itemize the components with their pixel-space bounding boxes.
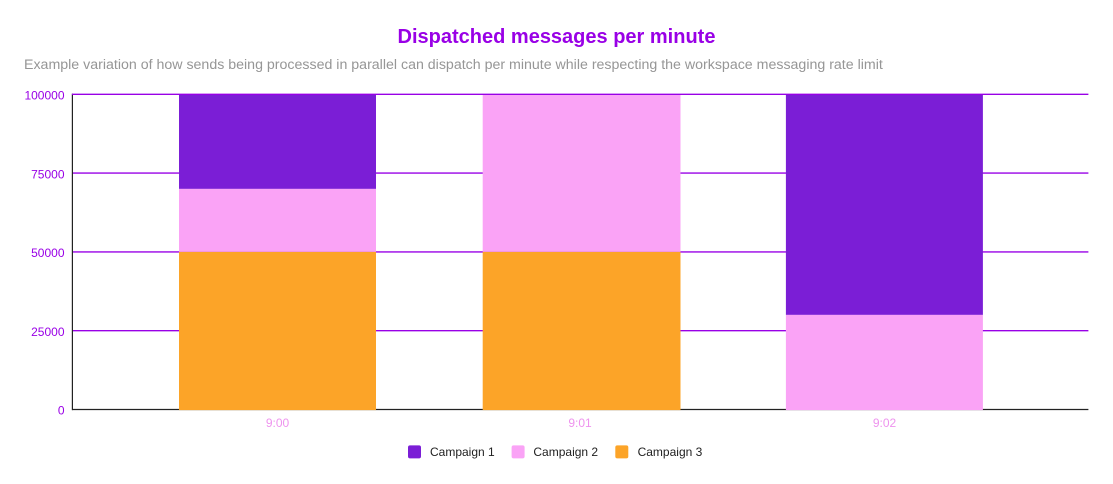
svg-text:75000: 75000	[31, 168, 65, 182]
svg-text:9:00: 9:00	[266, 416, 290, 430]
svg-text:9:01: 9:01	[568, 416, 592, 430]
svg-text:25000: 25000	[31, 325, 65, 339]
svg-text:100000: 100000	[24, 89, 64, 103]
svg-text:Campaign 2: Campaign 2	[533, 445, 598, 459]
svg-text:Campaign 1: Campaign 1	[430, 445, 495, 459]
svg-text:9:02: 9:02	[873, 416, 897, 430]
svg-text:0: 0	[58, 404, 65, 418]
svg-text:50000: 50000	[31, 246, 65, 260]
svg-text:Dispatched messages per minute: Dispatched messages per minute	[398, 26, 716, 48]
svg-text:Example variation of how sends: Example variation of how sends being pro…	[24, 57, 883, 73]
svg-text:Campaign 3: Campaign 3	[638, 445, 703, 459]
